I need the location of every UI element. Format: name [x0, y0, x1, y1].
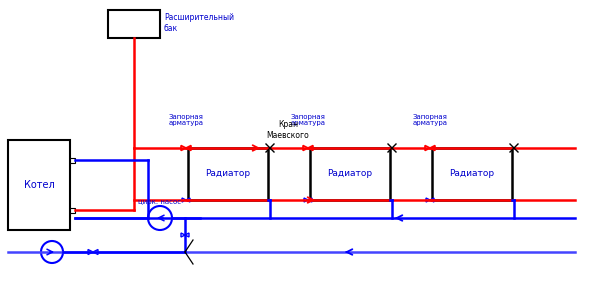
Text: Котел: Котел: [23, 180, 55, 190]
Text: Запорная
арматура: Запорная арматура: [169, 113, 203, 127]
Bar: [70, 207, 75, 212]
Text: цирк. насос: цирк. насос: [139, 199, 182, 205]
Circle shape: [148, 206, 172, 230]
Bar: [432, 148, 512, 200]
Bar: [188, 148, 268, 200]
Bar: [70, 158, 75, 163]
Text: Запорная
арматура: Запорная арматура: [290, 113, 325, 127]
Text: Запорная
арматура: Запорная арматура: [413, 113, 448, 127]
Bar: [310, 148, 390, 200]
Text: Кран
Маевского: Кран Маевского: [266, 120, 310, 140]
Circle shape: [41, 241, 63, 263]
Bar: [108, 10, 160, 38]
Text: Радиатор: Радиатор: [205, 169, 251, 178]
Text: Расширительный
бак: Расширительный бак: [164, 13, 234, 33]
Bar: [8, 140, 70, 230]
Text: Радиатор: Радиатор: [328, 169, 373, 178]
Text: Радиатор: Радиатор: [449, 169, 494, 178]
